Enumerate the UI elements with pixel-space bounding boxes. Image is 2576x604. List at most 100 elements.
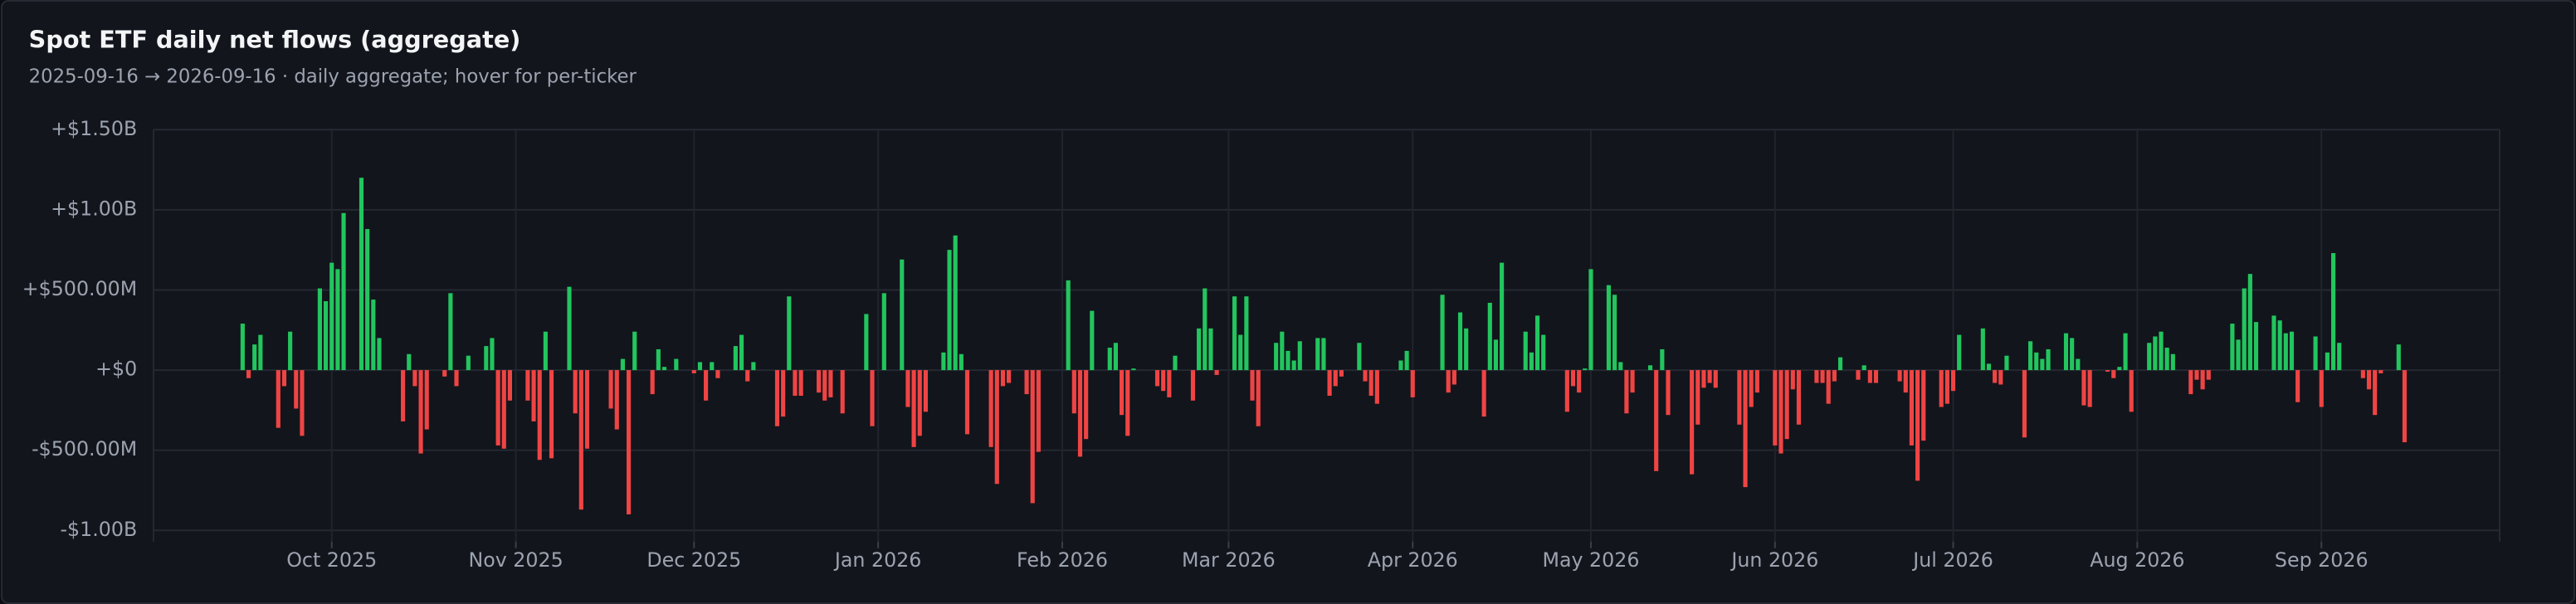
bar[interactable] [2289, 331, 2295, 371]
bar[interactable] [1583, 368, 1588, 371]
bar[interactable] [442, 370, 447, 377]
bar[interactable] [1167, 370, 1172, 397]
bar[interactable] [2295, 370, 2300, 402]
bar[interactable] [2313, 336, 2318, 371]
bar[interactable] [953, 235, 958, 371]
bar[interactable] [424, 370, 429, 430]
bar[interactable] [531, 370, 536, 421]
bar[interactable] [281, 370, 287, 387]
bar[interactable] [1481, 370, 1486, 417]
bar[interactable] [1036, 370, 1041, 452]
bar[interactable] [2242, 288, 2247, 371]
bar[interactable] [401, 370, 406, 421]
bar[interactable] [774, 370, 780, 426]
bar[interactable] [365, 229, 370, 371]
bar[interactable] [1203, 288, 1208, 371]
bar[interactable] [822, 370, 827, 401]
bar[interactable] [1374, 370, 1379, 404]
bar[interactable] [656, 348, 661, 371]
bar[interactable] [2330, 253, 2336, 371]
bar[interactable] [240, 324, 245, 371]
bar[interactable] [1030, 370, 1035, 504]
bar[interactable] [2271, 315, 2276, 371]
bar[interactable] [2022, 370, 2027, 438]
bar[interactable] [1784, 370, 1789, 440]
bar[interactable] [1588, 269, 1593, 371]
bar[interactable] [1315, 338, 1320, 371]
bar[interactable] [1790, 370, 1795, 390]
bar[interactable] [1286, 350, 1290, 371]
bar[interactable] [1612, 295, 1617, 371]
bar[interactable] [911, 370, 916, 447]
bar[interactable] [1464, 328, 1469, 371]
bar[interactable] [1915, 370, 1920, 481]
bar[interactable] [2360, 370, 2365, 378]
bar[interactable] [2283, 333, 2288, 371]
bar[interactable] [1618, 362, 1623, 371]
bar[interactable] [2170, 353, 2175, 371]
bar[interactable] [1534, 315, 1540, 371]
bar[interactable] [2111, 370, 2116, 378]
bar[interactable] [1577, 370, 1582, 393]
bar[interactable] [2230, 324, 2235, 371]
bar[interactable] [507, 370, 513, 401]
bar[interactable] [1333, 370, 1338, 387]
bar[interactable] [2153, 336, 2158, 371]
bar[interactable] [870, 370, 875, 426]
bar[interactable] [2087, 370, 2092, 407]
bar[interactable] [2159, 331, 2164, 371]
bar[interactable] [1154, 370, 1160, 387]
bar[interactable] [828, 370, 833, 397]
bar[interactable] [1357, 343, 1362, 371]
bar[interactable] [704, 370, 709, 401]
bar[interactable] [567, 286, 572, 371]
bar[interactable] [691, 370, 696, 373]
bar[interactable] [1066, 280, 1071, 371]
bar[interactable] [466, 355, 471, 371]
bar[interactable] [323, 301, 329, 371]
bar[interactable] [2034, 352, 2039, 371]
bar[interactable] [1778, 370, 1783, 454]
bar[interactable] [2129, 370, 2134, 412]
bar[interactable] [1173, 355, 1178, 371]
bar[interactable] [1647, 365, 1653, 371]
bar[interactable] [584, 370, 590, 449]
bar[interactable] [1796, 370, 1802, 425]
bar[interactable] [2378, 370, 2383, 373]
bar[interactable] [1071, 370, 1076, 414]
bar[interactable] [2188, 370, 2193, 395]
bar[interactable] [881, 293, 886, 371]
bar[interactable] [300, 370, 305, 436]
bar[interactable] [1024, 370, 1029, 395]
bar[interactable] [2206, 370, 2211, 380]
bar[interactable] [1606, 285, 1612, 371]
bar[interactable] [1660, 348, 1665, 371]
bar[interactable] [1897, 370, 1902, 382]
bar[interactable] [2147, 343, 2152, 371]
bar[interactable] [1861, 365, 1866, 371]
bar[interactable] [798, 370, 803, 397]
bar[interactable] [2396, 344, 2401, 371]
bar[interactable] [1837, 357, 1843, 371]
bar[interactable] [917, 370, 922, 436]
bar[interactable] [1120, 370, 1125, 416]
bar[interactable] [454, 370, 459, 387]
bar[interactable] [1368, 370, 1373, 397]
bar[interactable] [2105, 370, 2110, 373]
bar[interactable] [317, 288, 322, 371]
bar[interactable] [661, 367, 667, 371]
bar[interactable] [1713, 370, 1718, 388]
bar[interactable] [1754, 370, 1759, 393]
bar[interactable] [1737, 370, 1742, 425]
bar[interactable] [959, 353, 964, 371]
bar[interactable] [525, 370, 530, 401]
bar[interactable] [1125, 370, 1130, 436]
bar[interactable] [1457, 312, 1463, 371]
bar[interactable] [1749, 370, 1754, 407]
bar[interactable] [2277, 320, 2282, 371]
bar[interactable] [1190, 370, 1196, 401]
bar[interactable] [1440, 295, 1445, 371]
bar[interactable] [1487, 302, 1492, 371]
bar[interactable] [1903, 370, 1908, 393]
bar[interactable] [2247, 274, 2252, 371]
